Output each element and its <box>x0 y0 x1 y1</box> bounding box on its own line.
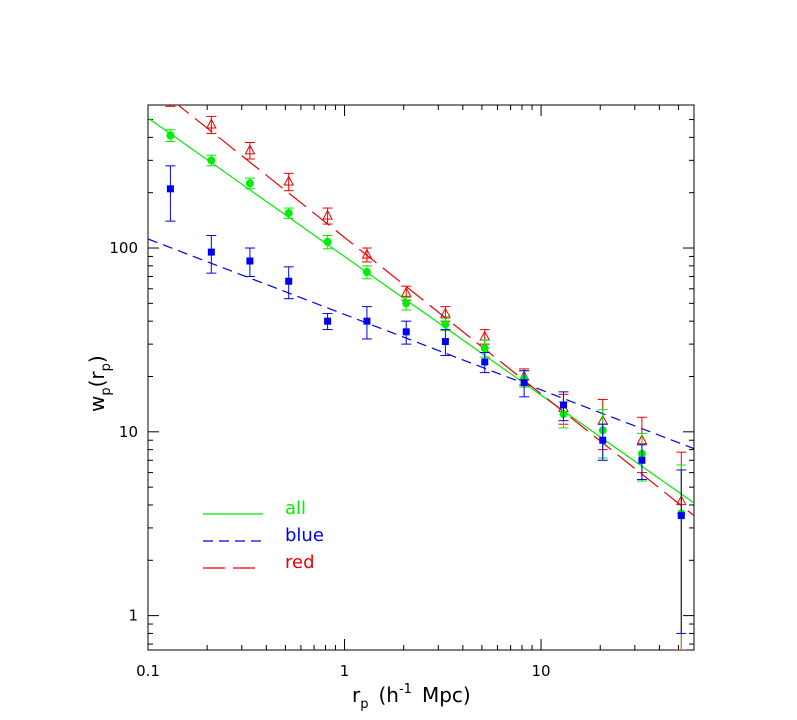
point-red <box>322 207 333 225</box>
marker-circle <box>166 131 175 140</box>
axis-ticks <box>147 104 695 650</box>
marker-square <box>285 277 293 285</box>
point-blue <box>361 306 372 340</box>
fit-line-all <box>148 117 694 504</box>
point-red <box>283 172 295 192</box>
marker-circle <box>284 209 293 218</box>
marker-triangle <box>244 144 256 155</box>
point-blue <box>401 320 412 345</box>
marker-circle <box>207 156 216 165</box>
point-all <box>283 207 294 219</box>
marker-square <box>481 358 489 366</box>
point-blue <box>440 329 451 357</box>
point-all <box>165 129 176 142</box>
y-tick-label: 1 <box>128 607 138 625</box>
fit-line-red <box>177 105 694 517</box>
marker-circle <box>480 344 489 353</box>
x-tick-label: 1 <box>340 662 350 680</box>
x-axis-title: rp (h-1 Mpc) <box>352 682 471 712</box>
legend: all blue red <box>203 498 324 573</box>
marker-triangle <box>400 286 412 297</box>
plot-frame <box>147 104 695 651</box>
point-red <box>244 142 256 160</box>
marker-triangle <box>322 209 333 220</box>
marker-square <box>599 436 607 444</box>
marker-square <box>520 379 528 387</box>
point-all <box>206 154 217 167</box>
point-red <box>165 94 176 107</box>
point-all <box>361 265 372 280</box>
point-blue <box>636 444 647 481</box>
marker-square <box>441 338 449 346</box>
marker-square <box>677 512 685 520</box>
marker-circle <box>402 299 411 308</box>
point-blue <box>597 423 608 461</box>
point-all <box>244 177 255 190</box>
marker-square <box>246 257 254 265</box>
marker-square <box>324 317 332 325</box>
marker-circle <box>323 237 332 246</box>
fit-lines <box>148 105 694 517</box>
point-blue <box>165 165 176 222</box>
y-tick-label: 100 <box>109 239 138 257</box>
y-tick-label: 10 <box>119 423 138 441</box>
marker-triangle <box>205 118 217 129</box>
marker-circle <box>245 179 254 188</box>
legend-label-all: all <box>285 498 306 519</box>
legend-label-red: red <box>285 552 315 573</box>
data-points <box>165 94 687 650</box>
point-all <box>322 234 333 250</box>
point-blue <box>206 234 217 274</box>
marker-triangle <box>440 307 451 318</box>
marker-triangle <box>361 248 373 259</box>
axis-tick-labels: 0.1 1 10 1 10 100 <box>109 239 550 680</box>
x-tick-label: 10 <box>532 662 551 680</box>
fit-line-blue <box>148 238 694 450</box>
point-blue <box>558 391 569 422</box>
point-red <box>361 247 373 263</box>
point-blue <box>479 352 490 374</box>
point-blue <box>244 247 255 277</box>
marker-triangle <box>283 175 295 186</box>
marker-square <box>559 401 567 409</box>
y-axis-title: wp(rp) <box>85 355 114 412</box>
marker-circle <box>362 268 371 277</box>
point-blue <box>519 370 530 398</box>
marker-circle <box>441 320 450 329</box>
point-blue <box>322 313 333 331</box>
point-red <box>205 115 217 134</box>
point-blue <box>283 266 294 300</box>
point-all <box>401 296 412 311</box>
marker-square <box>207 248 215 256</box>
point-blue <box>676 469 687 634</box>
point-all <box>440 317 451 332</box>
marker-square <box>166 185 174 193</box>
marker-triangle <box>166 94 175 103</box>
marker-square <box>638 456 646 464</box>
marker-square <box>363 317 371 325</box>
marker-square <box>402 328 410 336</box>
legend-label-blue: blue <box>285 525 324 546</box>
x-tick-label: 0.1 <box>136 662 160 680</box>
